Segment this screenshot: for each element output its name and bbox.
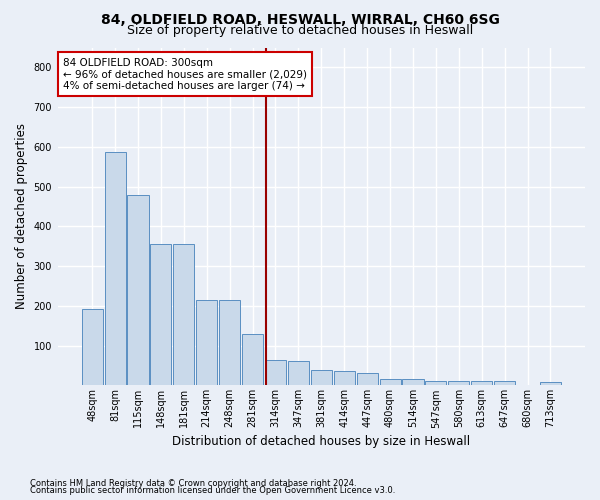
Bar [403, 380, 424, 386]
Bar [219, 300, 240, 386]
Bar [448, 381, 469, 386]
Bar [356, 374, 377, 386]
Text: Contains HM Land Registry data © Crown copyright and database right 2024.: Contains HM Land Registry data © Crown c… [30, 478, 356, 488]
Bar [380, 379, 401, 386]
Bar [425, 382, 446, 386]
Bar [127, 194, 149, 386]
Bar [540, 382, 561, 386]
Text: Contains public sector information licensed under the Open Government Licence v3: Contains public sector information licen… [30, 486, 395, 495]
Bar [104, 152, 125, 386]
Text: 84, OLDFIELD ROAD, HESWALL, WIRRAL, CH60 6SG: 84, OLDFIELD ROAD, HESWALL, WIRRAL, CH60… [101, 12, 499, 26]
Bar [471, 382, 492, 386]
Bar [311, 370, 332, 386]
Bar [288, 361, 309, 386]
Bar [151, 244, 172, 386]
Y-axis label: Number of detached properties: Number of detached properties [15, 124, 28, 310]
Bar [265, 360, 286, 386]
Bar [494, 382, 515, 386]
Bar [242, 334, 263, 386]
X-axis label: Distribution of detached houses by size in Heswall: Distribution of detached houses by size … [172, 434, 470, 448]
Text: Size of property relative to detached houses in Heswall: Size of property relative to detached ho… [127, 24, 473, 37]
Bar [82, 308, 103, 386]
Bar [173, 244, 194, 386]
Bar [334, 372, 355, 386]
Bar [196, 300, 217, 386]
Text: 84 OLDFIELD ROAD: 300sqm
← 96% of detached houses are smaller (2,029)
4% of semi: 84 OLDFIELD ROAD: 300sqm ← 96% of detach… [63, 58, 307, 91]
